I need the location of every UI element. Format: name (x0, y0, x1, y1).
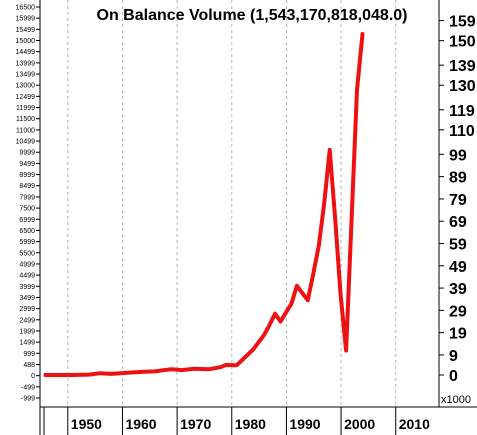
left-tick-label: 15000 (16, 38, 36, 45)
left-tick-label: 13000 (16, 83, 36, 90)
left-tick-label: 11000 (16, 127, 35, 134)
right-axis: 159 150 139 130 119 110 99 89 79 69 59 49 39 29 19 9 0 (439, 14, 476, 385)
left-tick-label: 2999 (19, 306, 35, 313)
left-tick-label: 3499 (19, 295, 35, 302)
left-tick-label: 1999 (19, 328, 35, 335)
left-tick-label: -499 (21, 384, 35, 391)
right-tick-label: 99 (449, 147, 467, 164)
right-tick-label: 159 (449, 14, 476, 31)
left-tick-label: 488 (23, 362, 35, 369)
left-tick-label: 11500 (16, 116, 35, 123)
x-tick-label: 2010 (399, 416, 430, 432)
right-tick-label: 89 (449, 170, 467, 187)
left-tick-label: 3999 (19, 284, 35, 291)
x-tick-label: 1970 (180, 416, 211, 432)
right-tick-label: 0 (449, 368, 458, 385)
x-tick-label: 1980 (235, 416, 266, 432)
left-axis: 16500 15999 15499 15000 14499 13999 13499 13000… (16, 5, 40, 403)
left-tick-label: -999 (21, 396, 35, 403)
x-axis: 1950 1960 1970 1980 1990 2000 2010 (39, 407, 430, 435)
right-tick-label: 119 (449, 103, 475, 120)
right-tick-label: 29 (449, 303, 467, 320)
left-tick-label: 16500 (16, 5, 36, 12)
left-tick-label: 14499 (16, 49, 36, 56)
left-tick-label: 15499 (16, 27, 36, 34)
right-tick-label: 69 (449, 214, 467, 231)
right-tick-label: 39 (449, 281, 467, 298)
left-tick-label: 11999 (16, 105, 35, 112)
left-tick-label: 0 (31, 373, 35, 380)
left-tick-label: 4999 (19, 261, 35, 268)
left-tick-label: 2499 (19, 317, 35, 324)
right-tick-label: 59 (449, 236, 467, 253)
right-tick-label: 49 (449, 259, 467, 276)
left-tick-label: 5500 (19, 250, 35, 257)
plot-area (40, 0, 439, 407)
right-axis-multiplier: x1000 (441, 394, 471, 406)
left-tick-label: 13499 (16, 72, 36, 79)
x-tick-label: 1950 (71, 416, 102, 432)
left-tick-label: 1499 (19, 340, 35, 347)
left-tick-label: 7500 (19, 206, 35, 213)
x-tick-label: 1960 (125, 416, 156, 432)
left-tick-label: 5999 (19, 239, 35, 246)
left-tick-label: 10499 (16, 139, 36, 146)
series-group (43, 32, 365, 377)
left-tick-label: 8999 (19, 172, 35, 179)
x-tick-label: 2000 (344, 416, 375, 432)
left-tick-label: 9999 (19, 150, 35, 157)
left-tick-label: 8499 (19, 183, 35, 190)
obv-line (43, 32, 365, 377)
right-tick-label: 139 (449, 58, 476, 75)
left-tick-label: 6500 (19, 228, 35, 235)
left-tick-label: 4499 (19, 273, 35, 280)
right-tick-label: 9 (449, 348, 458, 365)
left-tick-label: 999 (23, 351, 35, 358)
left-tick-label: 15999 (16, 16, 36, 23)
vertical-gridlines (67, 0, 397, 407)
right-tick-label: 79 (449, 192, 467, 209)
right-tick-label: 19 (449, 326, 467, 343)
right-tick-label: 130 (449, 78, 476, 95)
left-tick-label: 9499 (19, 161, 35, 168)
left-tick-label: 6999 (19, 217, 35, 224)
left-tick-label: 12499 (16, 94, 36, 101)
right-tick-label: 150 (449, 34, 476, 51)
left-tick-label: 13999 (16, 60, 36, 67)
right-tick-label: 110 (449, 123, 475, 140)
chart-title: On Balance Volume (1,543,170,818,048.0) (97, 7, 408, 24)
x-tick-label: 1990 (289, 416, 320, 432)
left-tick-label: 7999 (19, 194, 35, 201)
